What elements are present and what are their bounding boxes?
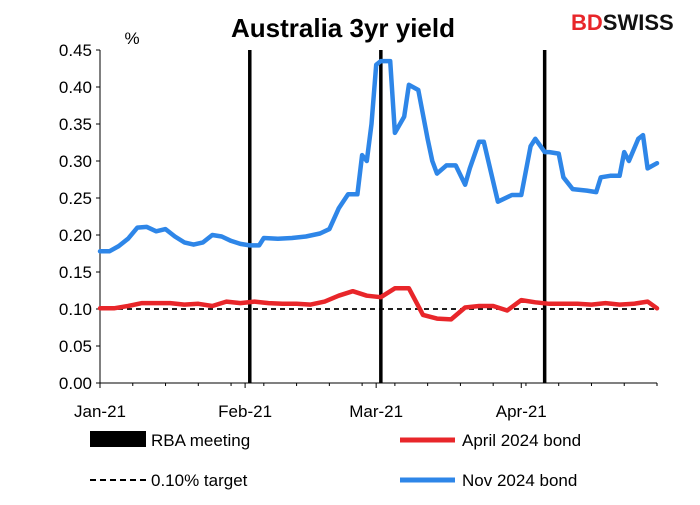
y-tick-label: 0.40	[59, 78, 92, 97]
series-line-nov-2024-bond	[97, 58, 660, 254]
legend-swatch-rba	[90, 431, 146, 447]
y-tick-label: 0.30	[59, 152, 92, 171]
y-tick-label: 0.00	[59, 374, 92, 393]
legend-label-target: 0.10% target	[151, 471, 248, 490]
y-tick-label: 0.05	[59, 337, 92, 356]
brand-logo-bd: BD	[571, 10, 603, 35]
legend-label-april-bond: April 2024 bond	[462, 431, 581, 450]
legend-label-rba: RBA meeting	[151, 431, 250, 450]
series-line-april-2024-bond	[97, 286, 660, 322]
chart-title: Australia 3yr yield	[231, 13, 455, 43]
y-tick-label: 0.10	[59, 300, 92, 319]
legend-item-april-bond: April 2024 bond	[400, 431, 581, 450]
legend-label-nov-bond: Nov 2024 bond	[462, 471, 577, 490]
brand-logo: BDSWISS	[571, 10, 674, 35]
y-unit-label: %	[124, 29, 139, 48]
legend: RBA meeting April 2024 bond 0.10% target…	[90, 431, 581, 490]
y-tick-label: 0.45	[59, 41, 92, 60]
plot-area: 0.00 0.05 0.10 0.15 0.20 0.25 0.30 0.35 0.40 0.45…	[59, 41, 660, 421]
legend-item-target: 0.10% target	[90, 471, 248, 490]
legend-item-nov-bond: Nov 2024 bond	[400, 471, 577, 490]
x-tick-label: Apr-21	[496, 402, 547, 421]
x-tick-label: Feb-21	[218, 402, 272, 421]
svg-text:BDSWISS: BDSWISS	[571, 10, 674, 35]
brand-logo-swiss: SWISS	[603, 10, 674, 35]
y-tick-label: 0.25	[59, 189, 92, 208]
y-tick-label: 0.20	[59, 226, 92, 245]
y-tick-label: 0.15	[59, 263, 92, 282]
y-tick-label: 0.35	[59, 115, 92, 134]
legend-item-rba: RBA meeting	[90, 431, 250, 450]
x-tick-label: Jan-21	[74, 402, 126, 421]
x-tick-label: Mar-21	[349, 402, 403, 421]
